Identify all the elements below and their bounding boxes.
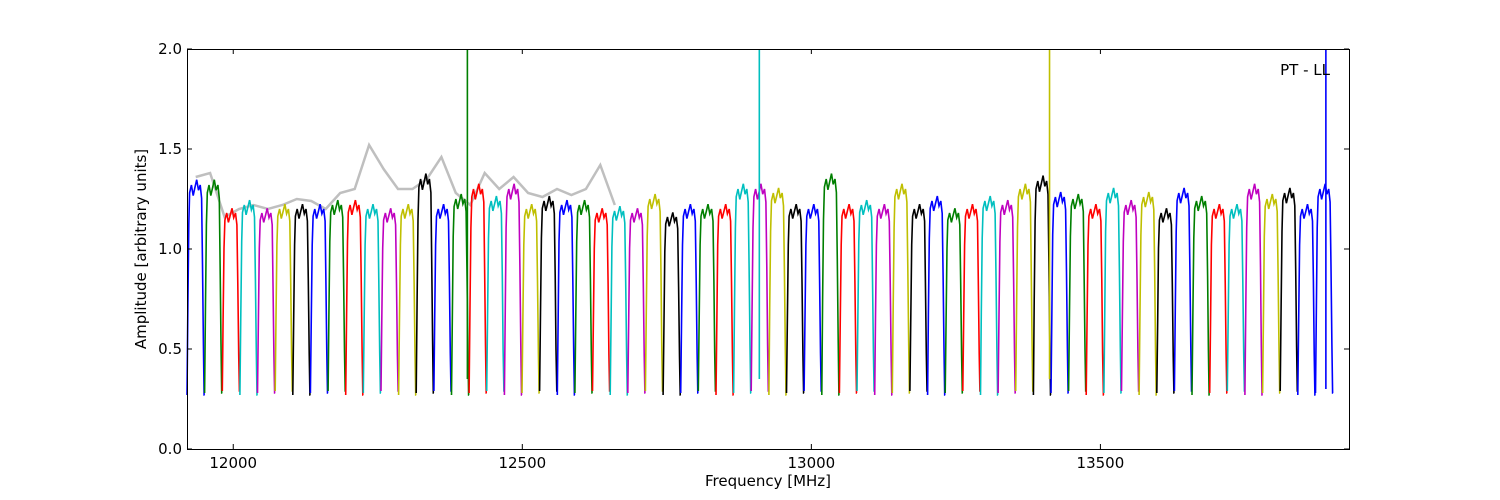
series-segment-line: [485, 195, 505, 392]
series-segment-line: [750, 183, 770, 392]
series-segment-line: [697, 204, 717, 392]
series-segment-line: [1050, 191, 1069, 394]
series-segment-line: [203, 179, 223, 394]
series-segment-line: [574, 199, 593, 394]
x-tick-label: 12500: [498, 454, 546, 472]
series-layer: [186, 173, 1334, 396]
series-segment-line: [344, 199, 364, 396]
y-tick-label: 1.5: [158, 140, 182, 158]
series-segment-line: [1067, 193, 1087, 392]
series-segment-line: [821, 173, 840, 396]
series-segment-line: [433, 204, 452, 392]
series-segment-line: [309, 204, 329, 394]
series-segment-line: [1103, 187, 1122, 394]
series-segment-line: [186, 179, 205, 396]
series-segment-line: [644, 193, 664, 392]
series-segment-line: [538, 195, 558, 392]
series-segment-line: [891, 183, 911, 394]
series-segment-line: [1279, 187, 1299, 392]
series-segment-line: [1120, 199, 1140, 392]
series-segment-line: [997, 199, 1016, 394]
series-segment-line: [1226, 204, 1246, 392]
series-segment-line: [256, 208, 276, 394]
series-segment-line: [1297, 204, 1316, 396]
x-axis-title: Frequency [MHz]: [705, 472, 831, 490]
y-tick-label: 0.0: [158, 440, 182, 458]
series-segment-line: [979, 195, 999, 396]
series-segment-line: [1014, 183, 1034, 392]
y-axis-title: Amplitude [arbitrary units]: [132, 149, 150, 349]
background-series-layer: [195, 142, 616, 219]
series-segment-line: [768, 187, 787, 396]
series-segment-line: [362, 204, 382, 394]
series-segment-line: [450, 193, 470, 396]
series-segment-line: [1085, 204, 1105, 396]
series-segment-line: [732, 183, 752, 394]
spike-layer: [466, 49, 1327, 389]
series-segment-line: [926, 195, 946, 396]
series-segment-line: [1208, 204, 1228, 394]
series-segment-line: [838, 204, 858, 394]
x-tick-label: 13000: [787, 454, 835, 472]
series-segment-line: [962, 204, 981, 392]
series-segment-line: [1138, 191, 1157, 396]
annotation-label: PT - LL: [1280, 61, 1331, 79]
series-segment-line: [380, 208, 399, 392]
series-segment-line: [327, 199, 346, 392]
series-segment-line: [803, 204, 822, 392]
series-segment-line: [1032, 175, 1052, 396]
series-segment-line: [468, 183, 487, 394]
background-series-line: [195, 142, 616, 219]
series-segment-line: [1156, 208, 1175, 394]
series-segment-line: [556, 199, 576, 396]
x-tick-label: 12000: [209, 454, 257, 472]
series-segment-line: [944, 208, 964, 394]
series-segment-line: [609, 206, 629, 396]
series-segment-line: [239, 199, 258, 396]
series-segment-line: [521, 204, 540, 394]
x-tick-label: 13500: [1077, 454, 1125, 472]
tick-layer: 12000 12500 13000 13500 0.0 0.5 1.0 1.5 2.0: [158, 40, 1349, 472]
series-segment-line: [1191, 195, 1210, 396]
series-segment-line: [1314, 183, 1334, 394]
series-segment-line: [1261, 193, 1281, 394]
series-segment-line: [679, 204, 699, 394]
series-segment-line: [1173, 187, 1193, 392]
series-segment-line: [415, 173, 435, 394]
series-segment-line: [292, 204, 311, 396]
series-segment-line: [909, 204, 928, 392]
series-segment-line: [873, 204, 893, 396]
series-segment-line: [856, 199, 875, 392]
y-tick-label: 0.5: [158, 340, 182, 358]
series-segment-line: [1244, 183, 1263, 396]
series-segment-line: [221, 208, 241, 392]
series-segment-line: [715, 204, 734, 396]
series-segment-line: [627, 208, 646, 394]
y-tick-label: 1.0: [158, 240, 182, 258]
series-segment-line: [591, 208, 611, 392]
series-segment-line: [785, 204, 805, 394]
series-segment-line: [662, 212, 681, 396]
y-tick-label: 2.0: [158, 40, 182, 58]
series-segment-line: [274, 204, 294, 392]
series-segment-line: [503, 183, 523, 396]
series-segment-line: [397, 204, 417, 396]
